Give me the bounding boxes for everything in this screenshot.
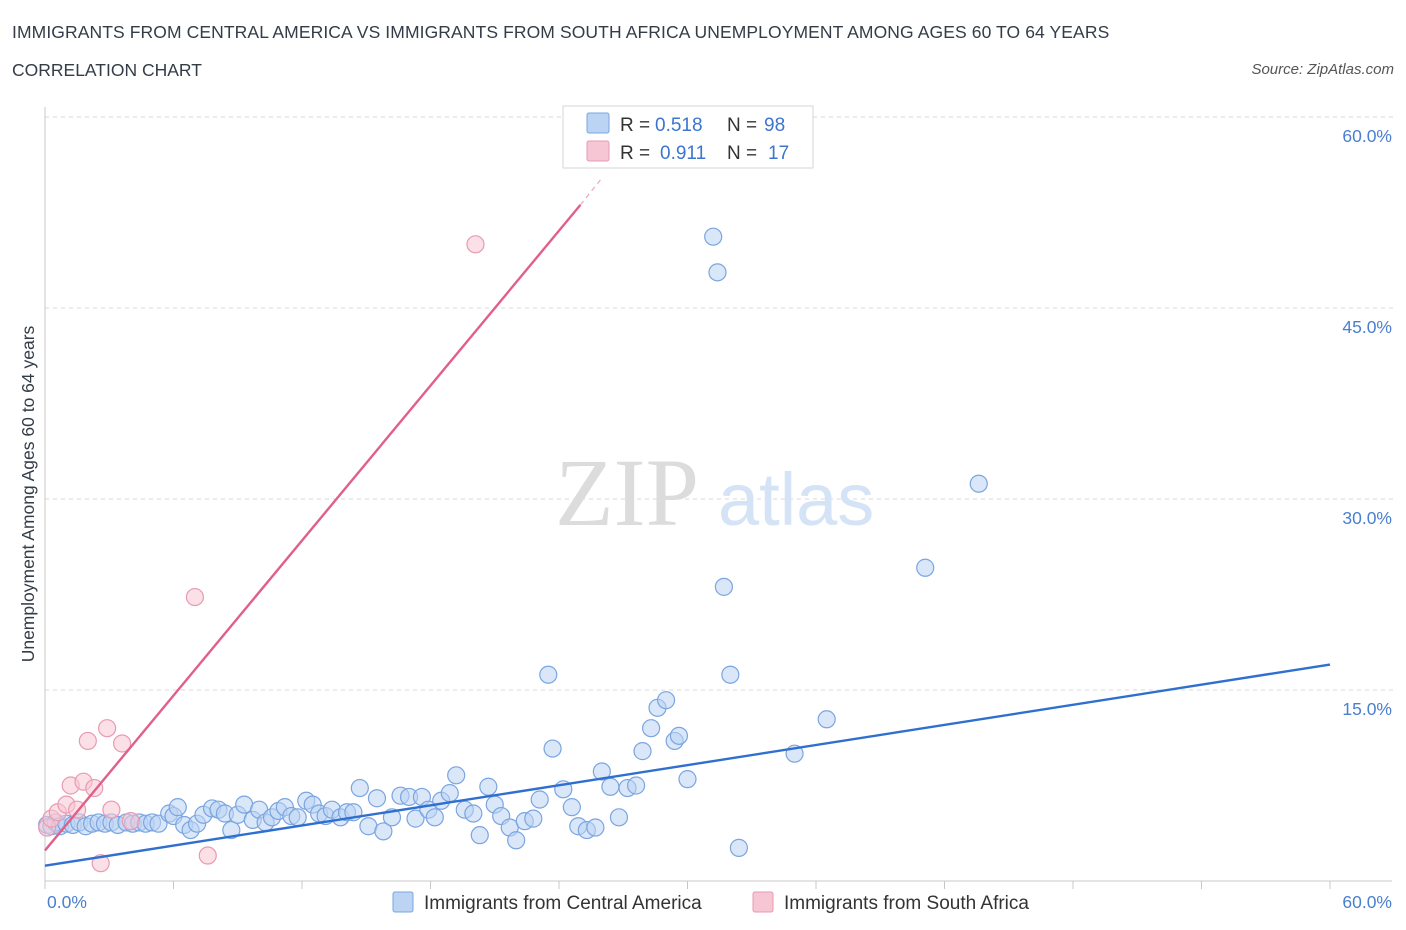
point-central-america [633,742,652,761]
x-tick-label-1: 60.0% [1342,892,1392,912]
bottom-legend-swatch-blue [392,891,414,913]
trend-line-south-africa [44,204,582,852]
y-tick-label-1: 30.0% [1342,508,1392,528]
point-central-america [367,789,387,808]
point-south-africa [98,719,117,738]
bottom-legend-swatch-pink [752,891,774,913]
x-tick-label-0: 0.0% [47,892,87,912]
point-south-africa [91,854,110,873]
point-central-america [539,665,558,684]
point-central-america [374,822,393,841]
watermark: ZIP atlas [555,439,874,546]
point-central-america [704,227,723,246]
legend-swatch-pink [586,140,610,162]
bottom-legend-label-pink: Immigrants from South Africa [784,893,1029,914]
point-central-america [507,831,526,850]
bottom-legend-label-blue: Immigrants from Central America [424,893,702,914]
point-central-america [543,739,562,758]
series-central-america [38,227,988,857]
point-central-america [969,474,988,493]
point-south-africa [85,778,104,798]
trend-lines [44,177,1331,867]
source-label: Source: ZipAtlas.com [1251,61,1394,78]
point-central-america [440,784,459,803]
trend-line-central-america [44,663,1331,867]
legend-r-value-blue: 0.518 [655,115,703,136]
legend-n-value-pink: 17 [768,143,789,164]
legend-r-label-blue: R = [620,115,650,136]
point-central-america [601,777,620,796]
point-central-america [586,818,605,837]
y-tick-label-0: 15.0% [1342,699,1392,719]
point-central-america [479,777,498,796]
chart-subtitle: CORRELATION CHART [12,60,202,80]
point-south-africa [78,731,97,751]
legend-swatch-blue [586,112,610,134]
point-central-america [678,770,697,789]
point-central-america [626,776,646,795]
legend-n-value-blue: 98 [764,115,785,136]
point-central-america [916,558,935,577]
point-central-america [470,826,489,845]
point-central-america [669,726,689,745]
axes [44,107,1392,889]
point-south-africa [466,235,485,254]
y-tick-label-2: 45.0% [1342,317,1392,337]
point-south-africa [185,587,205,607]
point-south-africa [121,812,140,831]
point-central-america [222,820,241,840]
point-south-africa [198,846,217,865]
watermark-zip: ZIP [555,439,699,546]
point-south-africa [112,734,132,753]
point-central-america [714,577,734,596]
trend-line-south-africa-extension [579,177,603,206]
point-central-america [562,798,581,817]
point-central-america [288,808,307,827]
legend-r-value-pink: 0.911 [660,143,706,164]
point-central-america [406,809,425,828]
point-central-america [656,691,676,710]
point-central-america [350,778,369,798]
point-central-america [721,665,740,684]
series-legend: Immigrants from Central America Immigran… [392,891,1029,914]
point-central-america [168,798,187,817]
legend-n-label-pink: N = [727,143,757,164]
point-central-america [817,710,836,729]
legend-r-label-pink: R = [620,143,650,164]
point-central-america [729,838,749,857]
point-central-america [530,790,549,809]
point-central-america [641,719,661,738]
gridlines [45,116,1395,691]
point-central-america [524,809,543,828]
series-south-africa [38,235,485,873]
y-tick-label-3: 60.0% [1342,126,1392,146]
stats-legend: R = 0.518 N = 98 R = 0.911 N = 17 [562,105,814,169]
point-central-america [425,808,444,827]
point-central-america [447,766,466,785]
y-axis-label: Unemployment Among Ages 60 to 64 years [18,325,38,662]
chart-title: IMMIGRANTS FROM CENTRAL AMERICA VS IMMIG… [12,22,1110,42]
watermark-atlas: atlas [718,458,874,541]
point-central-america [592,762,611,781]
legend-n-label-blue: N = [727,115,757,136]
tick-labels: 15.0% 30.0% 45.0% 60.0% 0.0% 60.0% [47,126,1392,912]
point-central-america [708,263,727,282]
point-central-america [464,804,483,823]
point-south-africa [102,800,121,819]
point-central-america [609,808,629,827]
